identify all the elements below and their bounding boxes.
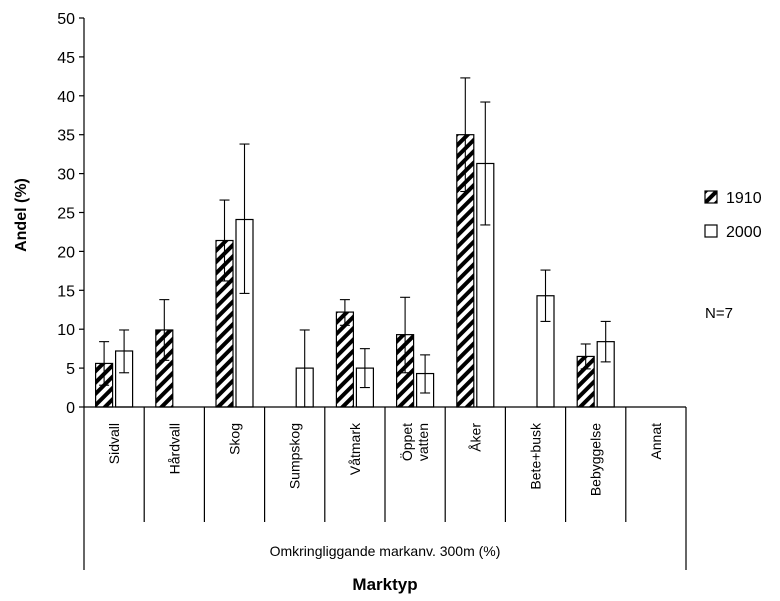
sample-size-annotation: N=7: [705, 305, 733, 322]
category-label-text: Skog: [227, 423, 243, 455]
y-tick-label: 0: [66, 400, 75, 417]
x-axis-title: Marktyp: [352, 575, 417, 594]
y-axis: 0 5 10 15 20 25 30 35 40 45 50: [57, 11, 85, 417]
category-label: Sumpskog: [287, 423, 303, 489]
category-label-text: Öppet: [398, 423, 415, 461]
y-tick-label: 5: [66, 361, 75, 378]
category-label: Sidvall: [106, 423, 122, 464]
x-axis: Sidvall Hårdvall Skog Sumpskog Våtmark Öppet v…: [83, 406, 687, 570]
y-tick-label: 20: [57, 244, 75, 261]
category-label-text: Bebyggelse: [588, 423, 604, 496]
legend-label-1910: 1910: [726, 190, 762, 207]
y-tick-label: 10: [57, 322, 75, 339]
y-axis-title: Andel (%): [13, 178, 30, 252]
y-tick-label: 30: [57, 167, 75, 184]
category-label: Öppet vatten: [398, 423, 431, 461]
y-tick-label: 35: [57, 128, 75, 145]
legend: 1910 2000: [704, 190, 762, 241]
group-label: Omkringliggande markanv. 300m (%): [270, 543, 501, 559]
category-label: Skog: [227, 423, 243, 455]
bar-1910: [335, 311, 354, 408]
category-label-text: Bete+busk: [528, 422, 544, 490]
category-label-text: Sumpskog: [287, 423, 303, 489]
category-label-text: Hårdvall: [166, 423, 182, 474]
category-label: Våtmark: [347, 422, 363, 475]
y-tick-label: 25: [57, 206, 75, 223]
y-tick-label: 50: [57, 11, 75, 28]
legend-swatch-2000: [704, 224, 718, 238]
category-label-text: Sidvall: [106, 423, 122, 464]
category-label: Bete+busk: [528, 422, 544, 490]
category-label-text: Åker: [467, 423, 483, 452]
legend-swatch-1910: [704, 190, 718, 204]
category-label-text: vatten: [415, 423, 431, 461]
category-label: Åker: [467, 423, 483, 452]
y-tick-label: 45: [57, 50, 75, 67]
category-label: Annat: [648, 423, 664, 460]
error-bars: [99, 77, 611, 408]
y-tick-label: 15: [57, 283, 75, 300]
category-label: Hårdvall: [166, 423, 182, 474]
bars: [94, 134, 615, 408]
category-label-text: Våtmark: [347, 422, 363, 475]
category-label: Bebyggelse: [588, 423, 604, 496]
y-tick-label: 40: [57, 89, 75, 106]
legend-label-2000: 2000: [726, 224, 762, 241]
category-label-text: Annat: [648, 423, 664, 460]
